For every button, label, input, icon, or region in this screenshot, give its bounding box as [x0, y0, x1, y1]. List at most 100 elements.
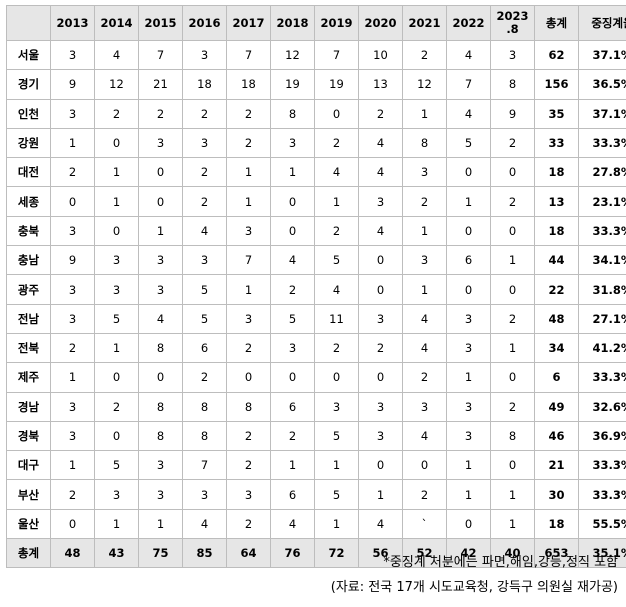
- region-label: 전북: [6, 332, 51, 364]
- table-cell: 2: [226, 420, 271, 452]
- table-cell: 4: [446, 39, 491, 71]
- table-cell: 3: [446, 420, 491, 452]
- table-cell: 2: [358, 332, 403, 364]
- table-cell: 2: [50, 157, 95, 188]
- header-cell: 총계: [534, 5, 579, 41]
- row-ratio-cell: 55.5%: [578, 508, 626, 540]
- table-cell: 3: [446, 391, 491, 422]
- table-cell: 3: [270, 127, 315, 159]
- header-year-2023-bottom: .8: [506, 22, 519, 36]
- table-cell: 3: [138, 450, 183, 481]
- total-label: 총계: [6, 538, 51, 569]
- table-cell: 2: [402, 39, 447, 71]
- table-cell: 3: [50, 391, 95, 422]
- table-cell: 6: [182, 332, 227, 364]
- header-cell: 2019: [314, 5, 359, 41]
- table-cell: 3: [226, 479, 271, 510]
- table-cell: 3: [446, 332, 491, 364]
- header-corner: [6, 5, 51, 41]
- table-cell: 2: [226, 127, 271, 159]
- region-label: 서울: [6, 39, 51, 71]
- table-cell: 1: [490, 332, 535, 364]
- row-total-cell: 18: [534, 157, 579, 188]
- table-cell: 3: [358, 420, 403, 452]
- table-cell: 13: [358, 69, 403, 100]
- table-cell: 6: [270, 391, 315, 422]
- row-ratio-cell: 37.1%: [578, 98, 626, 129]
- row-total-cell: 18: [534, 215, 579, 247]
- grand-ratio-cell: 35.1%: [578, 538, 626, 569]
- table-cell: 2: [358, 98, 403, 129]
- table-cell: 0: [270, 186, 315, 217]
- table-cell: 6: [446, 245, 491, 276]
- header-year-2023-top: 2023: [496, 9, 529, 23]
- table-cell: 1: [138, 508, 183, 540]
- table-cell: 8: [138, 391, 183, 422]
- header-cell: 2018: [270, 5, 315, 41]
- table-cell: 1: [270, 157, 315, 188]
- row-total-cell: 33: [534, 127, 579, 159]
- table-cell: 2: [50, 332, 95, 364]
- table-cell: 7: [226, 39, 271, 71]
- table-cell: 11: [314, 303, 359, 334]
- table-cell: 1: [314, 450, 359, 481]
- table-cell: 2: [314, 127, 359, 159]
- table-cell: 3: [138, 479, 183, 510]
- table-cell: 0: [490, 450, 535, 481]
- total-cell: 76: [270, 538, 315, 569]
- table-body: 서울34737127102436237.1%경기9122118181919131…: [6, 39, 626, 540]
- row-ratio-cell: 37.1%: [578, 39, 626, 71]
- table-cell: 1: [94, 332, 139, 364]
- row-ratio-cell: 23.1%: [578, 186, 626, 217]
- region-label: 대구: [6, 450, 51, 481]
- header-cell: 2021: [402, 5, 447, 41]
- table-cell: 1: [402, 98, 447, 129]
- footnote-source: (자료: 전국 17개 시도교육청, 강득구 의원실 재가공): [330, 580, 618, 595]
- table-cell: 5: [446, 127, 491, 159]
- table-cell: 5: [314, 420, 359, 452]
- table-cell: 10: [358, 39, 403, 71]
- table-cell: 3: [226, 215, 271, 247]
- table-cell: 18: [226, 69, 271, 100]
- table-cell: 1: [138, 215, 183, 247]
- table-cell: 2: [182, 157, 227, 188]
- table-cell: 1: [50, 450, 95, 481]
- table-cell: 1: [446, 479, 491, 510]
- table-cell: 3: [226, 303, 271, 334]
- row-ratio-cell: 27.1%: [578, 303, 626, 334]
- table-cell: 2: [226, 332, 271, 364]
- header-row: 2013 2014 2015 2016 2017 2018 2019 2020 2021 2022…: [6, 5, 626, 41]
- row-total-cell: 34: [534, 332, 579, 364]
- table-cell: 1: [94, 157, 139, 188]
- table-cell: 1: [50, 127, 95, 159]
- row-ratio-cell: 31.8%: [578, 274, 626, 305]
- header-cell: 2020: [358, 5, 403, 41]
- row-total-cell: 46: [534, 420, 579, 452]
- table-cell: 19: [270, 69, 315, 100]
- region-label: 부산: [6, 479, 51, 510]
- table-cell: 0: [358, 274, 403, 305]
- table-cell: 3: [402, 245, 447, 276]
- table-cell: 3: [358, 391, 403, 422]
- table-cell: 4: [446, 98, 491, 129]
- table-cell: 4: [402, 420, 447, 452]
- table-cell: 5: [182, 274, 227, 305]
- table-cell: 0: [490, 157, 535, 188]
- table-cell: 5: [314, 245, 359, 276]
- table-cell: 2: [226, 508, 271, 540]
- table-cell: 4: [138, 303, 183, 334]
- table-cell: 2: [182, 98, 227, 129]
- table-cell: 0: [226, 362, 271, 393]
- region-label: 제주: [6, 362, 51, 393]
- table-cell: 3: [358, 303, 403, 334]
- table-cell: 0: [446, 508, 491, 540]
- header-cell: 2015: [138, 5, 183, 41]
- table-cell: 4: [270, 245, 315, 276]
- table-cell: 0: [490, 215, 535, 247]
- table-cell: 2: [402, 186, 447, 217]
- table-cell: 2: [182, 362, 227, 393]
